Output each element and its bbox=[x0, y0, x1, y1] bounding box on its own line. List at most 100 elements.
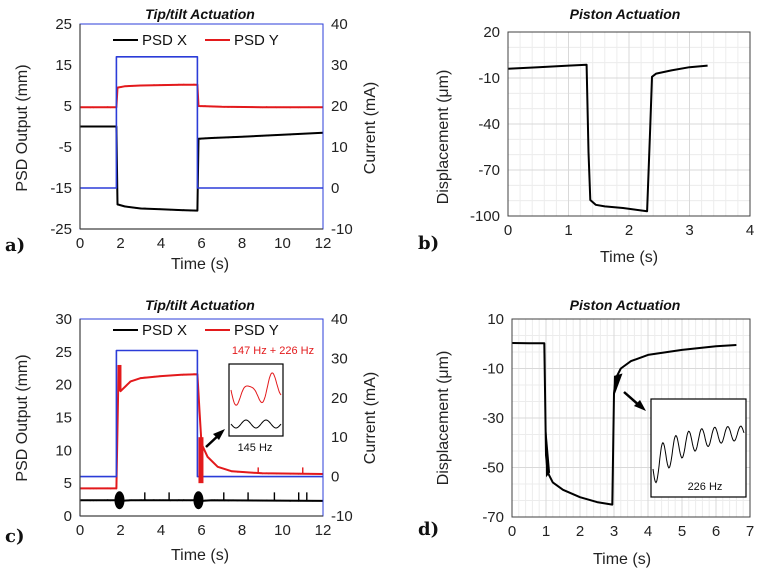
y-tick-label: -5 bbox=[59, 139, 72, 156]
y-tick-label: 15 bbox=[55, 410, 72, 427]
x-tick-label: 5 bbox=[678, 523, 686, 540]
panel-a-label: a) bbox=[5, 235, 25, 256]
panel-b-label: b) bbox=[418, 233, 439, 254]
panel-c-annotation-147-226hz: 147 Hz + 226 Hz bbox=[232, 345, 314, 357]
panel-c-title: Tip/tilt Actuation bbox=[145, 297, 255, 313]
x-tick-label: 10 bbox=[274, 522, 291, 539]
y2-tick-label: 10 bbox=[331, 139, 348, 156]
panel-b-ylabel: Displacement (μm) bbox=[435, 70, 452, 205]
panel-a-xlabel: Time (s) bbox=[171, 256, 229, 273]
y2-tick-label: 30 bbox=[331, 57, 348, 74]
y2-tick-label: 30 bbox=[331, 350, 348, 367]
panel-a-title: Tip/tilt Actuation bbox=[145, 6, 255, 22]
x-tick-label: 8 bbox=[238, 522, 246, 539]
displacement-line bbox=[507, 63, 708, 213]
y2-tick-label: -10 bbox=[331, 508, 353, 525]
x-tick-label: 4 bbox=[746, 222, 754, 239]
y-tick-label: 5 bbox=[64, 475, 72, 492]
y-tick-label: -10 bbox=[478, 70, 500, 87]
psd-y-line-noise bbox=[79, 83, 324, 109]
x-tick-label: 0 bbox=[508, 523, 516, 540]
x-tick-label: 3 bbox=[610, 523, 618, 540]
y-tick-label: -30 bbox=[482, 410, 504, 427]
y2-tick-label: 40 bbox=[331, 311, 348, 328]
x-tick-label: 0 bbox=[76, 522, 84, 539]
psd-y-ringing bbox=[117, 364, 122, 392]
y2-tick-label: 0 bbox=[331, 469, 339, 486]
panel-c-ylabel: PSD Output (mm) bbox=[14, 354, 31, 481]
y-tick-label: 0 bbox=[64, 508, 72, 525]
x-tick-label: 3 bbox=[685, 222, 693, 239]
panel-c-inset bbox=[228, 363, 284, 437]
x-tick-label: 2 bbox=[116, 235, 124, 252]
plot-frame bbox=[507, 31, 751, 217]
panel-b-xlabel: Time (s) bbox=[600, 249, 658, 266]
panel-a-ylabel: PSD Output (mm) bbox=[14, 64, 31, 191]
x-tick-label: 12 bbox=[315, 522, 332, 539]
y-tick-label: -70 bbox=[482, 509, 504, 526]
x-tick-label: 7 bbox=[746, 523, 754, 540]
y2-tick-label: 40 bbox=[331, 16, 348, 33]
y-tick-label: 10 bbox=[487, 311, 504, 328]
x-tick-label: 0 bbox=[504, 222, 512, 239]
inset-frame bbox=[228, 363, 284, 437]
psd-x-ringing bbox=[114, 491, 125, 510]
y-tick-label: 20 bbox=[55, 377, 72, 394]
y-tick-label: 15 bbox=[55, 57, 72, 74]
current-line bbox=[80, 56, 323, 189]
y-tick-label: 10 bbox=[55, 442, 72, 459]
y-tick-label: -70 bbox=[478, 162, 500, 179]
y-tick-label: 25 bbox=[55, 16, 72, 33]
panel-a-y2label: Current (mA) bbox=[362, 82, 379, 174]
y-tick-label: -10 bbox=[482, 361, 504, 378]
panel-d-inset bbox=[650, 398, 747, 498]
panel-d-annotation-226hz: 226 Hz bbox=[688, 481, 723, 493]
y-tick-label: 5 bbox=[64, 98, 72, 115]
x-tick-label: 6 bbox=[197, 235, 205, 252]
panel-b-piston-chart: Piston Actuation 0 1 2 3 4 20 -10 -40 -70 -100 Ti… bbox=[418, 6, 754, 266]
panel-a-legend: PSD X PSD Y bbox=[113, 32, 279, 49]
y2-tick-label: 20 bbox=[331, 390, 348, 407]
x-tick-label: 4 bbox=[157, 522, 165, 539]
panel-c-label: c) bbox=[5, 526, 24, 547]
y-tick-label: -25 bbox=[50, 221, 72, 238]
displacement-ringing bbox=[545, 418, 551, 478]
panel-a-tip-tilt-chart: Tip/tilt Actuation 0 2 4 6 8 10 12 25 15 5 -5 -15 -2… bbox=[5, 6, 379, 273]
current-line bbox=[80, 349, 323, 478]
panel-d-xlabel: Time (s) bbox=[593, 551, 651, 568]
panel-d-label: d) bbox=[418, 519, 439, 540]
y2-tick-label: 10 bbox=[331, 429, 348, 446]
x-tick-label: 1 bbox=[564, 222, 572, 239]
panel-c-arrow bbox=[205, 429, 225, 448]
panel-d-title: Piston Actuation bbox=[570, 297, 681, 313]
panel-c-y2label: Current (mA) bbox=[362, 372, 379, 464]
x-tick-label: 4 bbox=[157, 235, 165, 252]
legend-psd-y-label: PSD Y bbox=[234, 322, 279, 339]
legend-psd-x-label: PSD X bbox=[142, 32, 187, 49]
y-tick-label: -50 bbox=[482, 460, 504, 477]
inset-displacement-ringing bbox=[652, 425, 745, 484]
y2-tick-label: -10 bbox=[331, 221, 353, 238]
psd-y-ringing bbox=[198, 437, 204, 484]
legend-psd-x-label: PSD X bbox=[142, 322, 187, 339]
x-tick-label: 10 bbox=[274, 235, 291, 252]
panel-c-xlabel: Time (s) bbox=[171, 547, 229, 564]
x-tick-label: 2 bbox=[576, 523, 584, 540]
x-tick-label: 12 bbox=[315, 235, 332, 252]
y-tick-label: 25 bbox=[55, 344, 72, 361]
legend-psd-y-label: PSD Y bbox=[234, 32, 279, 49]
x-tick-label: 1 bbox=[542, 523, 550, 540]
y-tick-label: -100 bbox=[470, 208, 500, 225]
psd-x-ringing bbox=[193, 491, 204, 510]
y-tick-label: 20 bbox=[483, 24, 500, 41]
panel-c-tip-tilt-chart: Tip/tilt Actuation 0 2 4 6 8 10 12 30 25 20 15 10 5 0… bbox=[5, 297, 379, 564]
x-tick-label: 8 bbox=[238, 235, 246, 252]
y-tick-label: -15 bbox=[50, 180, 72, 197]
panel-d-ylabel: Displacement (μm) bbox=[435, 351, 452, 486]
panel-c-annotation-145hz: 145 Hz bbox=[238, 442, 273, 454]
displacement-ringing bbox=[613, 373, 623, 399]
panel-b-title: Piston Actuation bbox=[570, 6, 681, 22]
psd-x-line-noise bbox=[79, 125, 324, 212]
inset-psd-y-oscillation bbox=[230, 372, 282, 406]
